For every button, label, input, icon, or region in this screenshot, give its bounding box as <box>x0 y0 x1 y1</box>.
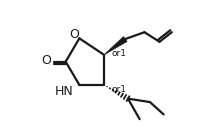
Polygon shape <box>104 37 127 55</box>
Text: O: O <box>70 28 79 41</box>
Text: or1: or1 <box>111 49 127 58</box>
Text: O: O <box>41 55 51 67</box>
Text: or1: or1 <box>111 85 127 94</box>
Text: HN: HN <box>55 85 73 98</box>
